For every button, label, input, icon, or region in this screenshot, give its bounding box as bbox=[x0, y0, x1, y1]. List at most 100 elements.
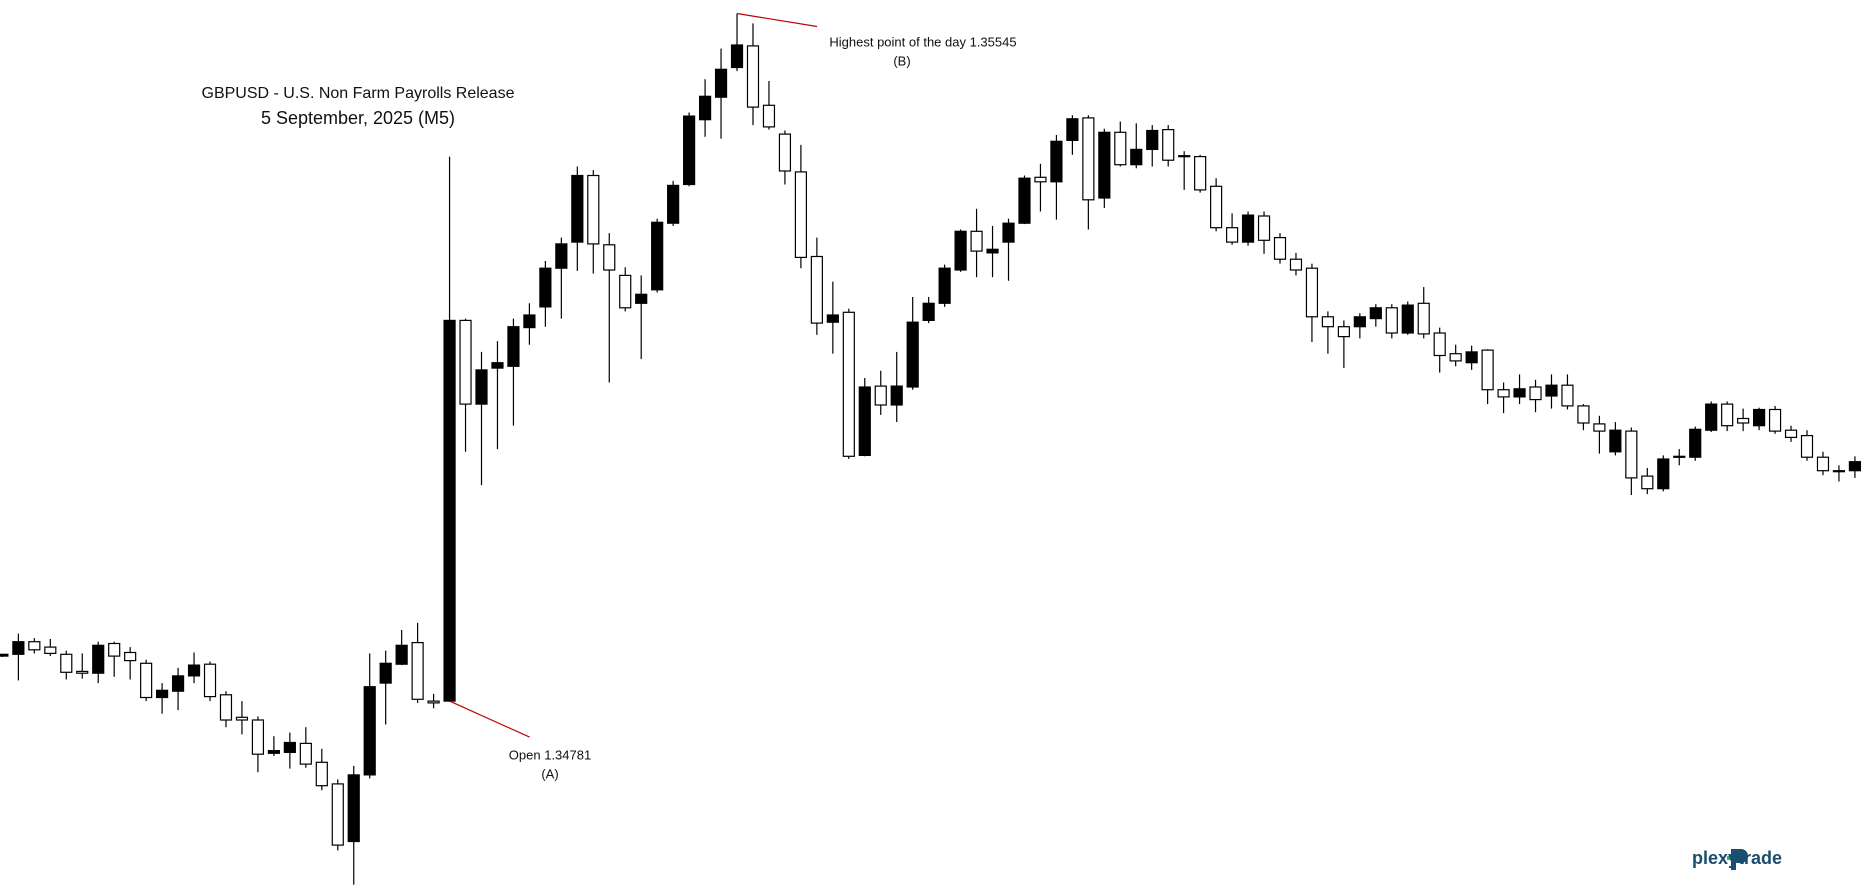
candle-body bbox=[1178, 155, 1191, 158]
candle-body bbox=[571, 174, 584, 243]
candle-body bbox=[1225, 227, 1239, 243]
candle-body bbox=[363, 686, 376, 776]
candle-body bbox=[1752, 408, 1766, 427]
candle-body bbox=[1002, 222, 1015, 243]
candle-body bbox=[203, 663, 217, 698]
candle-body bbox=[874, 385, 887, 406]
candle-body bbox=[1018, 177, 1031, 224]
candle-body bbox=[1545, 384, 1558, 397]
candle-body bbox=[683, 115, 696, 186]
candle-body bbox=[1130, 148, 1143, 166]
candle-body bbox=[60, 653, 73, 673]
candle-body bbox=[1417, 302, 1430, 335]
candle-body bbox=[156, 689, 169, 699]
chart-title: GBPUSD - U.S. Non Farm Payrolls Release bbox=[202, 85, 515, 102]
annotation-line bbox=[736, 12, 818, 28]
candle-body bbox=[1289, 258, 1303, 271]
candle-body bbox=[906, 321, 919, 388]
candle-body bbox=[826, 314, 839, 323]
candle-body bbox=[251, 719, 265, 755]
candle-body bbox=[187, 664, 201, 677]
candle-body bbox=[842, 311, 855, 457]
candle-body bbox=[1162, 129, 1175, 161]
candle-body bbox=[283, 741, 296, 753]
annotation-text: Highest point of the day 1.35545 bbox=[829, 34, 1016, 49]
candle-body bbox=[219, 694, 233, 721]
candle-body bbox=[730, 44, 744, 69]
candle-body bbox=[1673, 455, 1686, 458]
candle-body bbox=[635, 293, 648, 304]
candle-body bbox=[954, 230, 967, 271]
candle-body bbox=[347, 774, 360, 843]
candle-body bbox=[1768, 408, 1782, 432]
logo-icon bbox=[1731, 849, 1748, 870]
candle-body bbox=[44, 646, 57, 654]
candle-body bbox=[427, 700, 440, 704]
candle-body bbox=[1321, 316, 1335, 328]
candle-body bbox=[299, 742, 312, 765]
candle-body bbox=[1353, 316, 1366, 328]
candle-body bbox=[1737, 417, 1750, 424]
annotation-sub: (B) bbox=[893, 53, 910, 68]
candle-body bbox=[938, 267, 951, 304]
candle-body bbox=[1114, 131, 1127, 166]
candle-body bbox=[1257, 215, 1271, 241]
candle-body bbox=[491, 362, 504, 369]
candle-body bbox=[267, 749, 280, 754]
candle-body bbox=[1066, 118, 1079, 142]
candle-body bbox=[1593, 423, 1606, 432]
candle-body bbox=[1609, 429, 1622, 453]
logo-dot bbox=[1727, 856, 1731, 860]
candle-body bbox=[1385, 307, 1398, 334]
candle-body bbox=[1098, 131, 1111, 199]
candle-body bbox=[603, 244, 616, 271]
candle-body bbox=[794, 171, 808, 258]
candle-body bbox=[1465, 351, 1478, 364]
candle-body bbox=[315, 761, 328, 787]
candle-body bbox=[746, 45, 760, 108]
annotation-line bbox=[449, 700, 530, 738]
candle-body bbox=[379, 662, 392, 684]
candle-body bbox=[1305, 267, 1319, 318]
candle-body bbox=[411, 641, 424, 700]
candle-body bbox=[1481, 349, 1494, 391]
candle-body bbox=[1513, 388, 1526, 398]
candle-body bbox=[970, 230, 983, 252]
candle-body bbox=[1848, 461, 1862, 472]
candle-body bbox=[1689, 428, 1702, 458]
candle-body bbox=[698, 95, 712, 121]
candle-body bbox=[12, 641, 25, 655]
candle-body bbox=[1577, 405, 1590, 424]
candle-body bbox=[1784, 429, 1798, 439]
candle-body bbox=[810, 255, 823, 324]
candle-body bbox=[0, 653, 9, 657]
candle-body bbox=[459, 319, 472, 405]
candle-body bbox=[443, 319, 456, 702]
candle-body bbox=[1657, 458, 1670, 490]
candle-body bbox=[762, 104, 776, 128]
candle-body bbox=[475, 369, 488, 405]
candle-body bbox=[555, 243, 568, 269]
candle-body bbox=[1449, 353, 1462, 362]
candle-body bbox=[523, 314, 536, 329]
logo-text: plexytrade bbox=[1692, 848, 1782, 868]
candle-body bbox=[1497, 389, 1510, 398]
candle-body bbox=[1146, 129, 1159, 150]
candle-body bbox=[331, 783, 344, 846]
candle-body bbox=[171, 675, 185, 692]
candle-body bbox=[1034, 176, 1047, 183]
candle-body bbox=[1194, 156, 1207, 191]
annotation-text: Open 1.34781 bbox=[509, 747, 591, 762]
candle-body bbox=[140, 662, 153, 699]
candle-body bbox=[1641, 475, 1654, 490]
candle-body bbox=[714, 68, 728, 98]
candle-body bbox=[1561, 384, 1574, 407]
candle-body bbox=[539, 267, 552, 308]
candle-body bbox=[778, 133, 792, 172]
candle-body bbox=[1082, 117, 1095, 201]
candle-body bbox=[235, 716, 249, 721]
candle-body bbox=[651, 221, 664, 291]
candle-body bbox=[1721, 403, 1734, 427]
candle-body bbox=[108, 642, 121, 657]
